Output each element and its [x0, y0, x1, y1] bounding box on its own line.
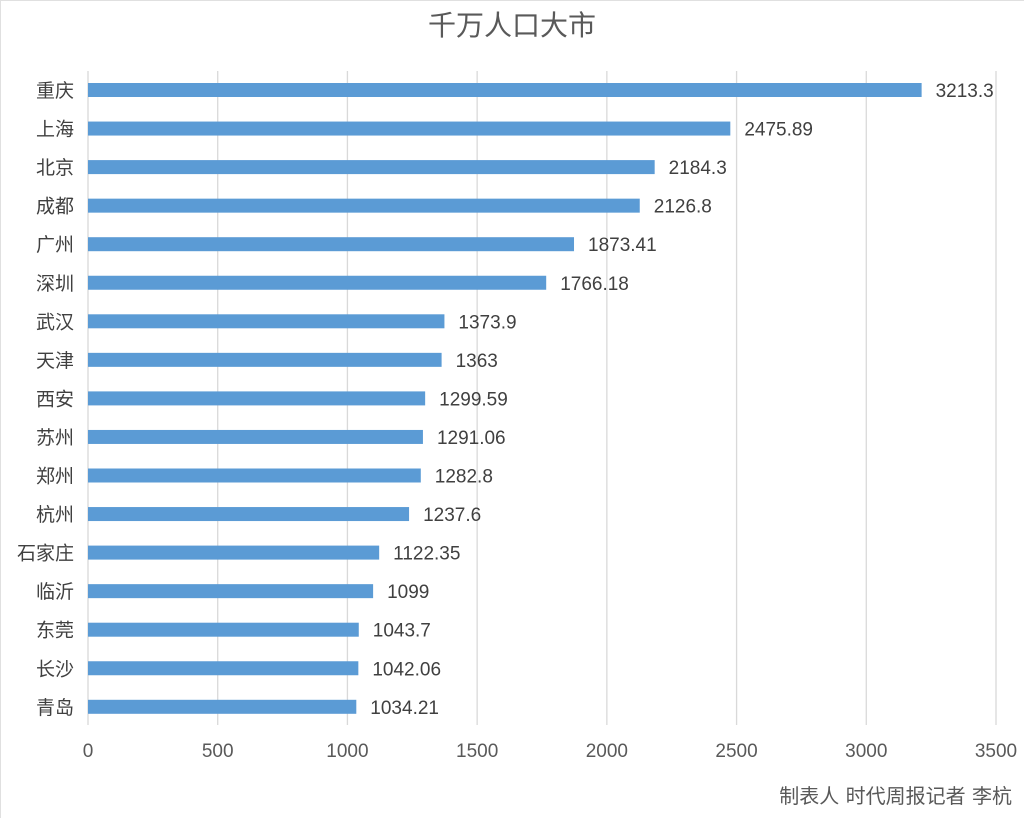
data-label: 1122.35 [393, 544, 460, 565]
bar [88, 584, 374, 599]
bar [88, 507, 410, 522]
bar [88, 622, 359, 637]
data-labels: 3213.3 2475.89 2184.3 2126.8 1873.41 1766.18 1… [370, 81, 993, 719]
bar [88, 160, 655, 175]
category-label: 武汉 [36, 311, 74, 333]
left-border [0, 0, 1, 818]
category-label: 苏州 [36, 427, 74, 449]
data-label: 1034.21 [370, 698, 439, 719]
data-label: 2475.89 [744, 120, 813, 141]
category-label: 西安 [36, 388, 74, 410]
bar [88, 429, 423, 444]
bar [88, 275, 547, 290]
category-label: 东莞 [36, 620, 74, 642]
data-label: 1042.06 [372, 659, 441, 680]
bar [88, 314, 445, 329]
data-label: 1099 [387, 582, 429, 603]
data-label: 1766.18 [560, 274, 629, 295]
bar [88, 121, 731, 136]
bar [88, 468, 421, 483]
bar [88, 545, 380, 560]
data-label: 1291.06 [437, 428, 506, 449]
category-label: 深圳 [36, 273, 74, 295]
category-label: 临沂 [36, 581, 74, 603]
bar [88, 237, 575, 252]
data-label: 2126.8 [654, 197, 712, 218]
category-label: 郑州 [36, 466, 74, 488]
category-label: 杭州 [36, 504, 74, 526]
top-border [0, 0, 1024, 1]
chart-title: 千万人口大市 [427, 9, 596, 42]
data-label: 1373.9 [458, 312, 516, 333]
data-label: 1282.8 [435, 467, 493, 488]
bars [88, 83, 922, 714]
data-label: 3213.3 [936, 81, 994, 102]
category-label: 重庆 [36, 80, 74, 102]
data-label: 1237.6 [423, 505, 481, 526]
bar [88, 198, 640, 213]
category-label: 石家庄 [17, 543, 74, 565]
bar [88, 83, 922, 97]
x-tick-label: 1000 [326, 741, 368, 762]
data-label: 1873.41 [588, 235, 657, 256]
bar [88, 661, 359, 676]
category-label: 广州 [36, 234, 74, 256]
category-label: 北京 [36, 157, 74, 179]
category-label: 长沙 [36, 658, 74, 680]
x-tick-label: 3500 [975, 741, 1017, 762]
x-tick-label: 500 [202, 741, 234, 762]
data-label: 1043.7 [373, 621, 431, 642]
data-label: 1299.59 [439, 389, 508, 410]
category-label: 青岛 [36, 697, 74, 719]
credit-text: 制表人 时代周报记者 李杭 [779, 784, 1012, 808]
bar [88, 391, 426, 406]
category-label: 上海 [36, 119, 74, 141]
data-label: 1363 [456, 351, 498, 372]
x-tick-label: 3000 [845, 741, 887, 762]
x-tick-labels: 0 500 1000 1500 2000 2500 3000 3500 [83, 741, 1017, 762]
bar [88, 699, 357, 714]
category-label: 成都 [36, 196, 74, 218]
data-label: 2184.3 [669, 158, 727, 179]
x-tick-label: 2000 [586, 741, 628, 762]
x-tick-label: 2500 [715, 741, 757, 762]
bar [88, 352, 442, 367]
x-tick-label: 1500 [456, 741, 498, 762]
x-tick-label: 0 [83, 741, 94, 762]
category-label: 天津 [36, 350, 74, 372]
